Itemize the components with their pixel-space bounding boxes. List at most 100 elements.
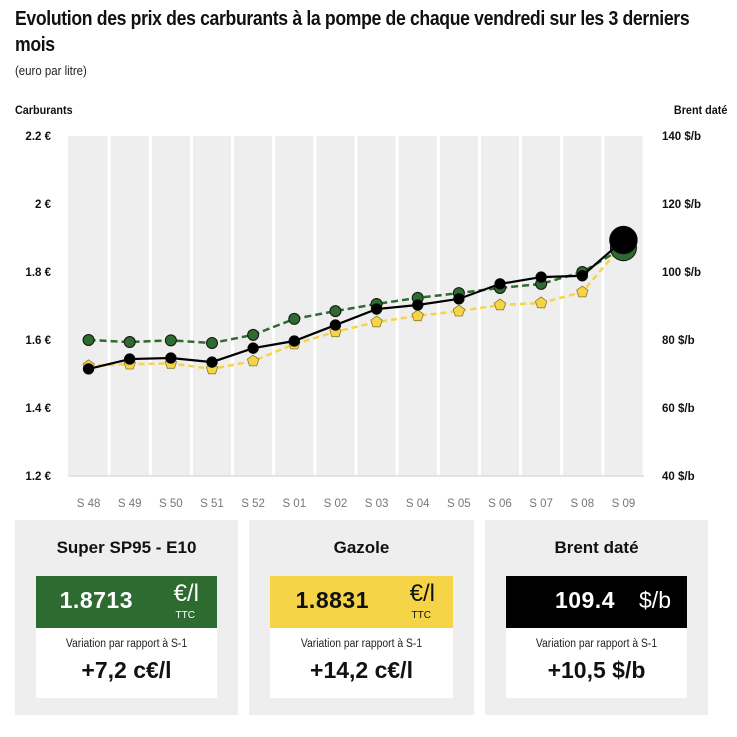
series-line: [88, 239, 625, 370]
x-tick-label: S 08: [570, 498, 594, 510]
right-tick-label: 100 $/b: [662, 267, 701, 279]
left-tick-label: 1.4 €: [25, 403, 51, 415]
chart-subtitle: (euro par litre): [15, 63, 87, 78]
x-tick-label: S 49: [118, 498, 142, 510]
series-layer: [82, 225, 638, 375]
x-tick-label: S 50: [159, 498, 183, 510]
brent-marker: [453, 293, 465, 305]
x-tick-label: S 09: [612, 498, 636, 510]
gazole-marker: [576, 285, 589, 298]
right-tick-label: 80 $/b: [662, 335, 695, 347]
brent-marker: [609, 225, 638, 255]
brent-marker: [535, 271, 547, 283]
card-title: Gazole: [333, 538, 390, 557]
x-tick-label: S 05: [447, 498, 471, 510]
plot-column: [68, 136, 108, 476]
left-tick-label: 2 €: [35, 199, 52, 211]
left-tick-label: 2.2 €: [25, 131, 51, 143]
chart-title: Evolution des prix des carburants à la p…: [15, 7, 690, 56]
brent-marker: [123, 353, 136, 365]
x-axis-ticks: S 48 S 49 S 50 S 51 S 52 S 01 S 02 S 03 S 04 S 05…: [77, 498, 636, 510]
variation-label: Variation par rapport à S-1: [535, 638, 658, 650]
gazole-marker: [370, 315, 383, 328]
price-unit-sub: TTC: [411, 610, 431, 621]
sp95-marker: [206, 337, 218, 350]
sp95-marker: [123, 336, 136, 349]
x-tick-label: S 52: [241, 498, 265, 510]
card-title: Brent daté: [554, 538, 639, 557]
gazole-marker: [411, 309, 424, 322]
x-tick-label: S 48: [77, 498, 101, 510]
x-tick-label: S 02: [324, 498, 348, 510]
plot-background: [68, 136, 644, 477]
brent-marker: [329, 319, 342, 331]
price-box: 1.8713 €/l TTC: [36, 576, 217, 628]
variation-box: Variation par rapport à S-1 +10,5 $/b: [506, 628, 687, 698]
right-tick-label: 140 $/b: [662, 131, 701, 143]
variation-value: +10,5 $/b: [547, 657, 646, 683]
brent-marker: [370, 303, 383, 315]
x-tick-label: S 01: [282, 498, 306, 510]
gazole-marker: [534, 296, 548, 309]
plot-column: [151, 136, 190, 476]
variation-box: Variation par rapport à S-1 +7,2 c€/l: [36, 628, 217, 698]
plot-column: [110, 136, 149, 476]
gazole-marker: [493, 298, 507, 311]
right-tick-label: 60 $/b: [662, 403, 695, 415]
gazole-marker: [246, 354, 260, 367]
brent-marker: [576, 269, 589, 282]
brent-marker: [494, 278, 506, 290]
brent-marker: [288, 335, 301, 347]
price-unit: €/l: [409, 580, 435, 607]
left-tick-label: 1.8 €: [25, 267, 51, 279]
brent-marker: [82, 363, 95, 375]
variation-box: Variation par rapport à S-1 +14,2 c€/l: [270, 628, 453, 698]
card-title: Super SP95 - E10: [56, 538, 197, 557]
series-2: [82, 225, 638, 375]
sp95-marker: [82, 334, 95, 346]
right-tick-label: 40 $/b: [662, 471, 695, 483]
plot-column: [275, 136, 314, 476]
variation-value: +14,2 c€/l: [310, 657, 413, 683]
price-unit: €/l: [173, 580, 199, 607]
price-box: 109.4 $/b: [506, 576, 687, 628]
line-chart: 2.2 € 2 € 1.8 € 1.6 € 1.4 € 1.2 € 140 $/b 120 …: [25, 131, 701, 510]
left-axis-title: Carburants: [15, 103, 73, 117]
left-tick-label: 1.2 €: [25, 471, 51, 483]
plot-column: [234, 136, 273, 476]
x-tick-label: S 06: [488, 498, 512, 510]
sp95-marker: [164, 334, 177, 347]
right-axis-ticks: 140 $/b 120 $/b 100 $/b 80 $/b 60 $/b 40 $/b: [662, 131, 701, 483]
variation-value: +7,2 c€/l: [81, 657, 172, 683]
card-brent: Brent daté 109.4 $/b Variation par rappo…: [485, 520, 708, 715]
sp95-marker: [288, 312, 301, 325]
sp95-marker: [329, 305, 342, 318]
x-tick-label: S 51: [200, 498, 224, 510]
card-gazole: Gazole 1.8831 €/l TTC Variation par rapp…: [249, 520, 474, 715]
price-unit: $/b: [639, 587, 671, 613]
variation-label: Variation par rapport à S-1: [65, 638, 188, 650]
variation-label: Variation par rapport à S-1: [300, 638, 423, 650]
series-line: [88, 242, 625, 371]
brent-marker: [247, 342, 259, 354]
series-line: [88, 246, 625, 345]
x-tick-label: S 03: [365, 498, 389, 510]
price-value: 1.8713: [59, 587, 133, 613]
sp95-marker: [247, 328, 260, 341]
gazole-marker: [452, 304, 466, 317]
left-tick-label: 1.6 €: [25, 335, 51, 347]
left-axis-ticks: 2.2 € 2 € 1.8 € 1.6 € 1.4 € 1.2 €: [25, 131, 51, 483]
right-axis-title: Brent daté: [673, 103, 727, 117]
brent-marker: [206, 356, 218, 368]
plot-column: [604, 136, 643, 476]
plot-column: [192, 136, 232, 476]
x-tick-label: S 07: [529, 498, 553, 510]
brent-marker: [165, 352, 177, 364]
x-tick-label: S 04: [406, 498, 430, 510]
card-sp95: Super SP95 - E10 1.8713 €/l TTC Variatio…: [15, 520, 238, 715]
price-box: 1.8831 €/l TTC: [270, 576, 453, 628]
price-value: 109.4: [554, 587, 615, 613]
brent-marker: [411, 299, 424, 311]
plot-column: [563, 136, 602, 476]
price-unit-sub: TTC: [175, 610, 195, 621]
